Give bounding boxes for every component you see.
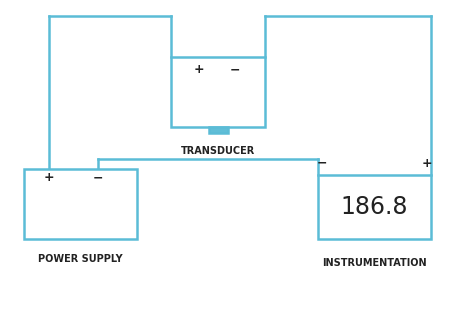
Text: −: − — [92, 171, 103, 184]
Text: +: + — [44, 171, 54, 184]
Text: +: + — [421, 157, 432, 170]
Bar — [171, 57, 265, 127]
Bar — [209, 127, 228, 134]
Bar — [24, 169, 137, 238]
Text: POWER SUPPLY: POWER SUPPLY — [38, 254, 123, 264]
Text: −: − — [317, 157, 328, 170]
Text: TRANSDUCER: TRANSDUCER — [181, 146, 255, 156]
Bar — [318, 175, 431, 238]
Text: 186.8: 186.8 — [341, 195, 408, 219]
Text: INSTRUMENTATION: INSTRUMENTATION — [322, 258, 427, 267]
Text: −: − — [230, 63, 240, 76]
Text: +: + — [194, 63, 204, 76]
